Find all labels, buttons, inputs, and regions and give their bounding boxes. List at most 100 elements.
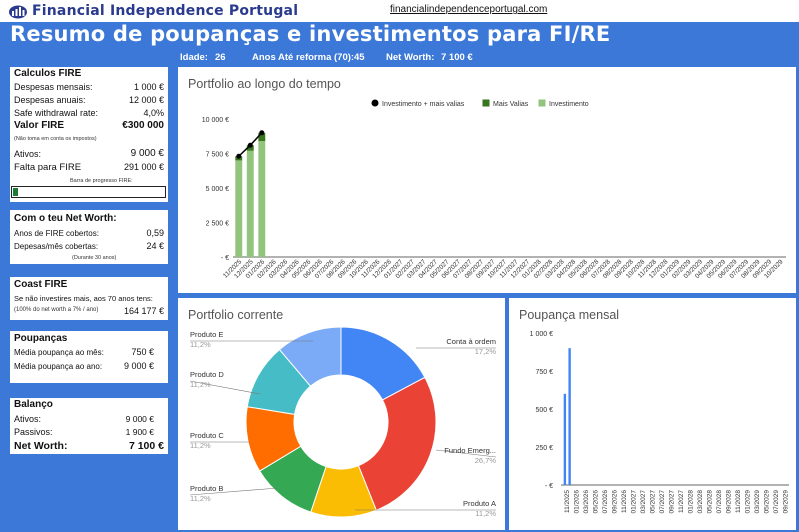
x-tick-label: 01/2028 xyxy=(687,490,694,514)
pie-leader-line xyxy=(189,380,261,395)
x-tick-label: 07/2029 xyxy=(773,490,780,514)
x-tick-label: 09/2029 xyxy=(782,490,789,514)
total-point xyxy=(247,142,253,148)
progress-label: Barra de progresso FIRE: xyxy=(70,178,133,184)
calculos-title: Calculos FIRE xyxy=(14,68,82,79)
idade-label: Idade: xyxy=(180,52,208,63)
media-ano-value: 9 000 € xyxy=(123,361,154,371)
portfolio-time-chart: Investimento + mais valias Mais Valias Inv… xyxy=(202,99,786,280)
anos-fire-label: Anos de FIRE cobertos: xyxy=(14,229,99,238)
poupanca-mensal-title: Poupança mensal xyxy=(519,308,620,322)
balanco-nw-value: 7 100 € xyxy=(128,440,164,452)
pie-pct-2: 11,2% xyxy=(475,509,496,518)
investimento-bar xyxy=(258,141,266,257)
networth-label: Net Worth: xyxy=(386,52,435,63)
x-tick-label: 03/2026 xyxy=(583,490,590,514)
mais-valias-bar xyxy=(258,132,266,142)
pie-pct-1: 26,7% xyxy=(475,456,497,465)
y-tick-label: 500 € xyxy=(535,407,553,414)
pie-pct-6: 11,2% xyxy=(190,340,211,349)
x-tick-label: 07/2027 xyxy=(659,490,666,514)
coast-fire-title: Coast FIRE xyxy=(14,279,68,290)
legend-marker-2 xyxy=(538,99,546,107)
anos-reforma-value: 45 xyxy=(354,52,365,63)
pie-label-5: Produto D xyxy=(190,370,224,379)
page-title: Resumo de poupanças e investimentos para… xyxy=(10,22,611,46)
investimento-bar xyxy=(246,150,254,257)
legend-marker-1 xyxy=(482,99,490,107)
x-tick-label: 07/2026 xyxy=(602,490,609,514)
falta-fire-value: 291 000 € xyxy=(123,162,164,172)
media-mes-value: 750 € xyxy=(131,347,154,357)
x-tick-label: 09/2028 xyxy=(725,490,732,514)
falta-fire-label: Falta para FIRE xyxy=(14,162,82,173)
x-tick-label: 05/2029 xyxy=(763,490,770,514)
pie-pct-4: 11,2% xyxy=(190,441,211,450)
x-tick-label: 01/2027 xyxy=(630,490,637,514)
networth-card-title: Com o teu Net Worth: xyxy=(14,213,117,224)
logo-icon xyxy=(9,5,27,18)
x-tick-label: 11/2028 xyxy=(735,490,742,513)
mais-valias-bar xyxy=(246,145,254,151)
x-tick-label: 03/2029 xyxy=(754,490,761,514)
poupanca-mensal-chart: 1 000 €750 €500 €250 €- €11/2025 01/2026 0… xyxy=(530,331,790,514)
despesas-anuais-value: 12 000 € xyxy=(128,95,164,105)
ativos-label: Ativos: xyxy=(14,149,42,159)
y-tick-label: 1 000 € xyxy=(530,331,553,338)
idade-value: 26 xyxy=(215,52,226,63)
despesas-mensais-label: Despesas mensais: xyxy=(14,82,93,92)
pie-label-4: Produto C xyxy=(190,431,224,440)
legend-label-1: Mais Valias xyxy=(493,101,529,108)
durante-note: (Durante 30 anos) xyxy=(72,255,117,261)
despesas-cobertas-label: Depesas/mês cobertas: xyxy=(14,242,99,251)
valor-fire-value: €300 000 xyxy=(122,120,164,131)
x-tick-label: 03/2027 xyxy=(640,490,647,514)
balanco-ativos-label: Ativos: xyxy=(14,414,42,424)
balanco-card: Balanço Ativos: 9 000 € Passivos: 1 900 … xyxy=(10,398,168,454)
poupanca-bar xyxy=(563,393,567,485)
investimento-bar xyxy=(235,160,243,257)
pie-label-1: Fundo Emerg... xyxy=(444,446,496,455)
despesas-anuais-label: Despesas anuais: xyxy=(14,95,86,105)
x-tick-label: 07/2028 xyxy=(716,490,723,514)
poupancas-title: Poupanças xyxy=(14,333,68,344)
x-tick-label: 11/2025 xyxy=(564,490,571,513)
calculos-fire-card: Calculos FIRE Despesas mensais: 1 000 € … xyxy=(10,67,168,202)
pie-slice-6[interactable] xyxy=(278,326,342,387)
fire-progress-fill xyxy=(13,188,18,196)
anos-fire-value: 0,59 xyxy=(146,228,164,238)
logo: Financial Independence Portugal xyxy=(8,1,298,20)
poupancas-card: Poupanças Média poupança ao mês: 750 € M… xyxy=(10,331,168,383)
swr-label: Safe withdrawal rate: xyxy=(14,108,99,118)
valor-fire-label: Valor FIRE xyxy=(14,120,65,131)
pie-label-2: Produto A xyxy=(463,499,496,508)
networth-card: Com o teu Net Worth: Anos de FIRE cobert… xyxy=(10,210,168,264)
media-ano-label: Média poupança ao ano: xyxy=(14,362,103,371)
total-point xyxy=(259,130,265,136)
total-point xyxy=(236,153,242,159)
x-tick-label: 05/2026 xyxy=(592,490,599,514)
swr-value: 4,0% xyxy=(143,108,164,118)
balanco-passivos-value: 1 900 € xyxy=(125,427,154,437)
coast-fire-text: Se não investires mais, aos 70 anos tens… xyxy=(14,294,153,303)
y-tick-label: 750 € xyxy=(535,369,553,376)
portfolio-corrente-panel: Portfolio corrente Conta à ordem 17,2% Fun… xyxy=(178,298,505,530)
ativos-value: 9 000 € xyxy=(130,148,164,159)
balanco-passivos-label: Passivos: xyxy=(14,427,53,437)
x-tick-label: 05/2028 xyxy=(706,490,713,514)
y-tick-label: - € xyxy=(221,255,229,262)
y-tick-label: 2 500 € xyxy=(206,221,229,228)
logo-text: Financial Independence Portugal xyxy=(32,2,299,19)
pie-slice-1[interactable] xyxy=(357,376,437,511)
x-tick-label: 05/2027 xyxy=(649,490,656,514)
balanco-title: Balanço xyxy=(14,399,53,410)
coast-fire-note: (100% do net worth a 7% / ano) xyxy=(14,307,99,313)
site-link[interactable]: financialindependenceportugal.com xyxy=(390,4,548,15)
poupanca-bar xyxy=(568,348,571,485)
networth-value: 7 100 € xyxy=(441,52,473,63)
legend-label-2: Investimento xyxy=(549,101,589,108)
x-tick-label: 11/2026 xyxy=(621,490,628,513)
balanco-nw-label: Net Worth: xyxy=(14,440,68,452)
coast-fire-card: Coast FIRE Se não investires mais, aos 7… xyxy=(10,277,168,320)
